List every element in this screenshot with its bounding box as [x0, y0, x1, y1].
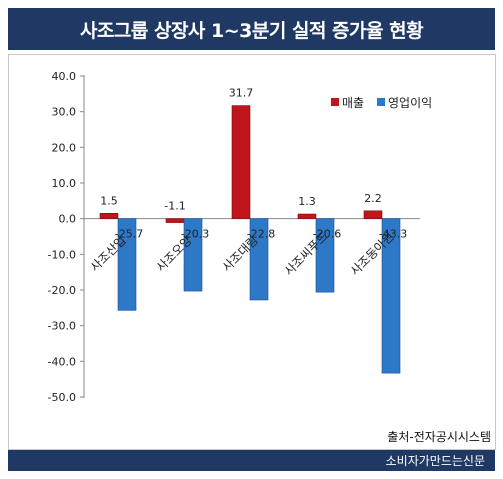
- legend-swatch-operating: [377, 98, 385, 106]
- legend-label-operating: 영업이익: [388, 96, 432, 110]
- data-label: 1.3: [298, 195, 316, 208]
- bar-operating-0: [117, 218, 137, 311]
- y-tick-label: -10.0: [48, 248, 76, 261]
- source-note: 출처-전자공시시스템: [387, 430, 491, 444]
- legend: 매출 영업이익: [331, 96, 432, 110]
- y-tick-label: 0.0: [59, 213, 77, 226]
- chart-title: 사조그룹 상장사 1~3분기 실적 증가율 현황: [8, 8, 495, 50]
- y-tick-label: 40.0: [52, 70, 77, 83]
- data-label: -20.3: [181, 228, 209, 241]
- bar-sales-1: [165, 218, 185, 223]
- data-label: 2.2: [364, 192, 382, 205]
- y-tick-label: -50.0: [48, 391, 76, 404]
- bar-sales-2: [231, 105, 251, 219]
- y-tick-label: 10.0: [52, 177, 77, 190]
- data-label: -22.8: [247, 228, 275, 241]
- bar-operating-2: [249, 218, 269, 301]
- y-tick-label: 20.0: [52, 141, 77, 154]
- bar-sales-0: [99, 213, 119, 219]
- legend-label-sales: 매출: [342, 96, 364, 110]
- data-label: 1.5: [100, 194, 118, 207]
- footer-bar: 소비자가만드는신문: [8, 450, 495, 471]
- bar-operating-1: [183, 218, 203, 292]
- bar-sales-3: [297, 213, 317, 219]
- y-tick-label: -30.0: [48, 320, 76, 333]
- legend-swatch-sales: [331, 98, 339, 106]
- bar-operating-4: [381, 218, 401, 374]
- data-label: -20.6: [313, 228, 341, 241]
- data-label: 31.7: [229, 87, 254, 100]
- y-tick-label: -20.0: [48, 284, 76, 297]
- y-tick-label: 30.0: [52, 106, 77, 119]
- bar-sales-4: [363, 210, 383, 219]
- y-tick-label: -40.0: [48, 355, 76, 368]
- bar-operating-3: [315, 218, 335, 293]
- data-label: -25.7: [115, 228, 143, 241]
- data-label: -43.3: [379, 228, 407, 241]
- data-label: -1.1: [164, 200, 185, 213]
